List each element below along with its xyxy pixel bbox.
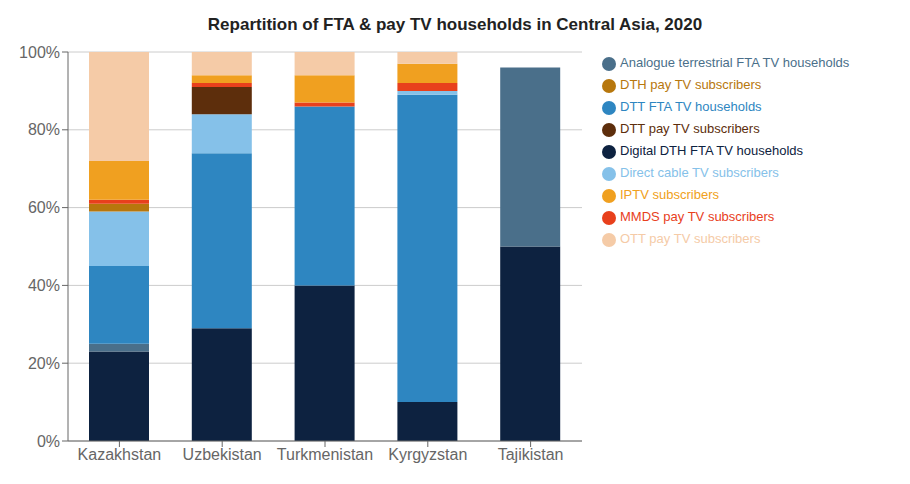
html-text:OTT pay TV subscribers: OTT pay TV subscribers <box>620 231 761 246</box>
html-text:MMDS pay TV subscribers: MMDS pay TV subscribers <box>620 209 775 224</box>
html-text:Repartition of FTA & pay TV ho: Repartition of FTA & pay TV households i… <box>207 15 703 34</box>
svg-text:40%: 40% <box>28 277 60 294</box>
html-text:IPTV subscribers: IPTV subscribers <box>620 187 719 202</box>
svg-text:Uzbekistan: Uzbekistan <box>183 446 262 463</box>
svg-text:100%: 100% <box>19 44 60 61</box>
svg-text:60%: 60% <box>28 199 60 216</box>
svg-text:Kazakhstan: Kazakhstan <box>78 446 162 463</box>
svg-text:20%: 20% <box>28 355 60 372</box>
html-text:Direct cable TV subscribers: Direct cable TV subscribers <box>620 165 779 180</box>
html-text:DTT FTA TV households: DTT FTA TV households <box>620 99 762 114</box>
svg-text:Turkmenistan: Turkmenistan <box>277 446 373 463</box>
svg-text:Kyrgyzstan: Kyrgyzstan <box>388 446 467 463</box>
html-text:DTT pay TV subscribers: DTT pay TV subscribers <box>620 121 760 136</box>
html-text:Analogue terrestrial FTA TV ho: Analogue terrestrial FTA TV households <box>620 55 850 70</box>
svg-text:80%: 80% <box>28 121 60 138</box>
svg-text:Tajikistan: Tajikistan <box>498 446 564 463</box>
html-text:DTH pay TV subscribers: DTH pay TV subscribers <box>620 77 762 92</box>
html-text:Digital DTH FTA TV households: Digital DTH FTA TV households <box>620 143 803 158</box>
svg-text:0%: 0% <box>37 433 60 450</box>
